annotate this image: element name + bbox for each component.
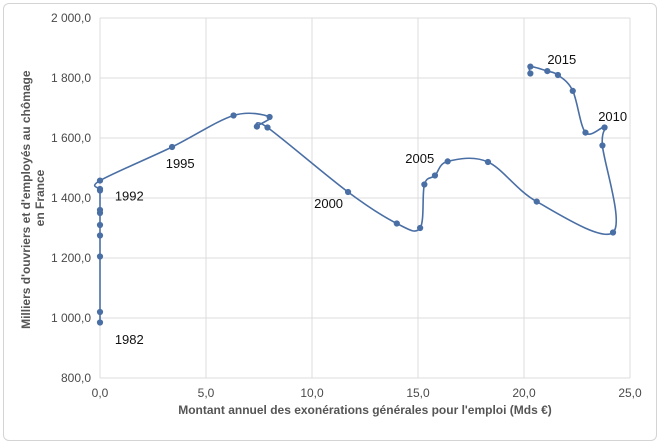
y-tick-label: 1 200,0 (51, 251, 91, 265)
data-point (544, 68, 551, 75)
annotation-label: 1995 (166, 156, 195, 171)
chart-frame (3, 3, 657, 441)
x-tick-label: 10,0 (300, 386, 324, 400)
data-point (344, 188, 352, 196)
annotation-label: 2015 (547, 52, 576, 67)
data-point (168, 143, 176, 151)
x-axis-title: Montant annuel des exonérations générale… (178, 403, 552, 417)
data-point (264, 124, 271, 131)
data-point (96, 253, 104, 260)
data-point (253, 123, 260, 130)
data-point (96, 319, 104, 326)
y-tick-label: 2 000,0 (51, 11, 91, 25)
data-point (393, 220, 400, 227)
data-point (484, 158, 492, 166)
data-point (266, 113, 273, 121)
data-point (527, 70, 534, 77)
y-axis-ticks: 800,0 1 000,0 1 200,0 1 400,0 1 600,0 1 800,0… (51, 11, 91, 385)
data-point (533, 198, 540, 205)
y-axis-title-line-1: Milliers d'ouvriers et d'employés au chô… (19, 70, 33, 329)
annotation-label: 1982 (115, 332, 144, 347)
data-point (417, 224, 424, 232)
data-point (601, 124, 608, 131)
grid (99, 17, 631, 379)
x-tick-label: 5,0 (198, 386, 215, 400)
annotation-label: 2010 (598, 109, 627, 124)
annotation-label: 1992 (115, 189, 144, 204)
x-tick-label: 15,0 (406, 386, 430, 400)
data-point (609, 229, 617, 236)
data-point (96, 308, 104, 316)
x-tick-label: 20,0 (512, 386, 536, 400)
annotation-label: 2005 (405, 151, 434, 166)
x-axis-ticks: 0,0 5,0 10,0 15,0 20,0 25,0 (92, 386, 642, 400)
data-points (96, 63, 617, 326)
data-point (96, 221, 104, 229)
data-point (96, 232, 104, 239)
y-tick-label: 1 400,0 (51, 191, 91, 205)
data-point (444, 158, 451, 165)
data-point (569, 87, 576, 94)
y-tick-label: 1 000,0 (51, 311, 91, 325)
data-point (582, 129, 589, 136)
data-point (431, 172, 439, 179)
data-point (96, 177, 104, 184)
data-point (96, 185, 104, 193)
y-tick-label: 1 800,0 (51, 71, 91, 85)
y-tick-label: 1 600,0 (51, 131, 91, 145)
x-tick-label: 25,0 (618, 386, 642, 400)
data-point (599, 142, 606, 149)
year-annotations: 1982 1992 1995 2000 2005 2010 2015 (115, 52, 627, 347)
data-point (96, 206, 104, 214)
data-point (230, 112, 237, 119)
x-tick-label: 0,0 (92, 386, 109, 400)
data-point (527, 63, 534, 70)
annotation-label: 2000 (314, 196, 343, 211)
data-point (554, 71, 562, 79)
y-tick-label: 800,0 (61, 371, 91, 385)
series-line (93, 65, 618, 323)
y-axis-title: Milliers d'ouvriers et d'employés au chô… (19, 67, 47, 329)
data-point (421, 181, 428, 188)
y-axis-title-line-2: en France (33, 169, 47, 226)
